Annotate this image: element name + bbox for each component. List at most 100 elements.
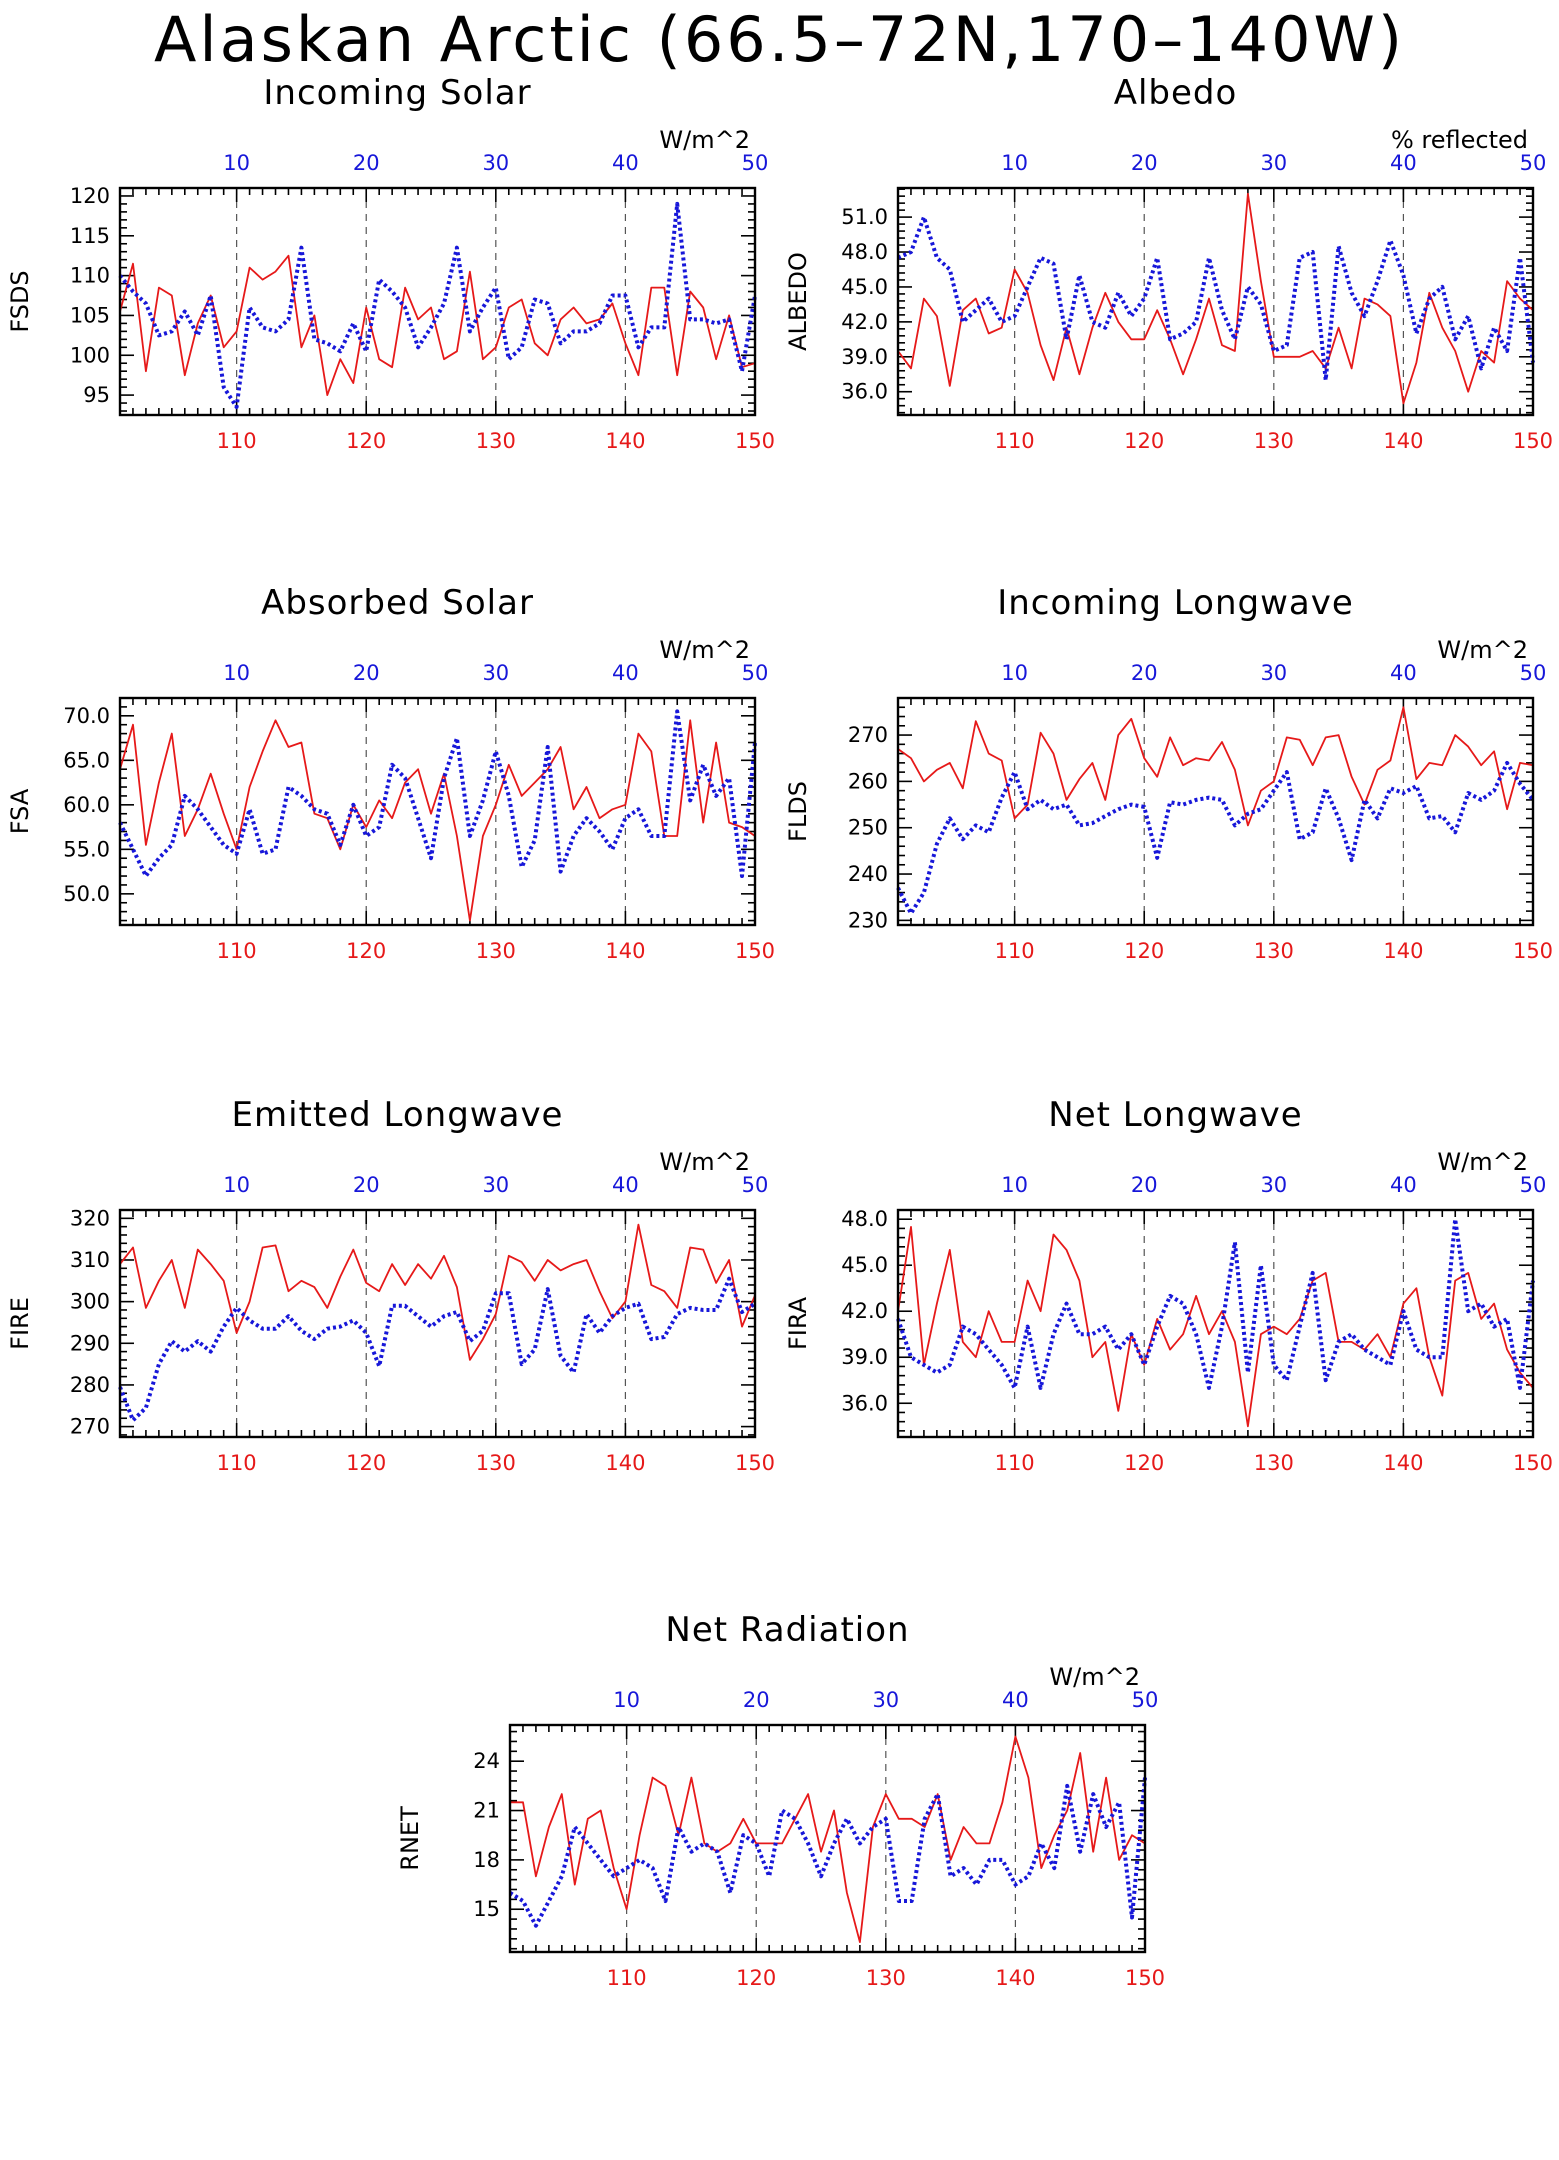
bottom-tick-label: 110 <box>607 1966 647 1990</box>
plot-frame <box>118 186 757 417</box>
y-tick-label: 45.0 <box>841 275 888 299</box>
y-tick-label: 65.0 <box>63 748 110 772</box>
series-line <box>897 192 1534 405</box>
series-red-solid <box>897 192 1534 405</box>
bottom-tick-label: 150 <box>1513 1451 1553 1475</box>
bottom-tick-label: 130 <box>1254 939 1294 963</box>
plot-frame <box>118 696 757 927</box>
top-tick-label: 40 <box>612 1173 639 1197</box>
y-tick-label: 300 <box>70 1290 110 1314</box>
y-tick-label: 70.0 <box>63 704 110 728</box>
y-tick-label: 95 <box>83 383 110 407</box>
top-tick-label: 10 <box>1001 1173 1028 1197</box>
bottom-tick-label: 120 <box>346 1451 386 1475</box>
chart-incoming-solar: Incoming Solar W/m^2 FSDS 95 100 105 110 115 120… <box>6 73 775 453</box>
top-tick-label: 20 <box>353 661 380 685</box>
series-red-solid <box>510 1735 1146 1944</box>
top-tick-label: 50 <box>742 1173 769 1197</box>
chart-absorbed-solar: Absorbed Solar W/m^2 FSA 50.0 55.0 60.0 65.0 70… <box>6 583 775 963</box>
top-tick-label: 10 <box>223 151 250 175</box>
bottom-tick-label: 140 <box>1383 1451 1423 1475</box>
y-tick-label: 39.0 <box>841 1345 888 1369</box>
top-tick-label: 20 <box>1131 1173 1158 1197</box>
series-line <box>118 1276 757 1423</box>
plot-frame <box>118 1208 757 1439</box>
top-tick-label: 40 <box>1390 661 1417 685</box>
series-blue-dotted <box>896 1217 1535 1390</box>
plot-frame <box>896 696 1535 927</box>
bottom-tick-label: 150 <box>735 1451 775 1475</box>
series-line <box>510 1735 1146 1944</box>
y-tick-label: 240 <box>848 862 888 886</box>
y-tick-label: 48.0 <box>841 240 888 264</box>
top-tick-label: 50 <box>742 151 769 175</box>
top-tick-label: 50 <box>1520 661 1547 685</box>
bottom-tick-label: 110 <box>995 1451 1035 1475</box>
bottom-tick-label: 150 <box>1125 1966 1165 1990</box>
series-blue-dotted <box>508 1777 1147 1928</box>
bottom-tick-label: 110 <box>217 429 257 453</box>
bottom-tick-label: 110 <box>217 1451 257 1475</box>
bottom-tick-label: 140 <box>605 1451 645 1475</box>
chart-emitted-longwave: Emitted Longwave W/m^2 FIRE 270 280 290 300 310… <box>6 1095 775 1475</box>
y-tick-label: 55.0 <box>63 837 110 861</box>
series-line <box>897 706 1534 827</box>
y-tick-label: 42.0 <box>841 310 888 334</box>
y-tick-label: 48.0 <box>841 1207 888 1231</box>
bottom-tick-label: 130 <box>476 429 516 453</box>
top-tick-label: 30 <box>482 1173 509 1197</box>
y-tick-label: 21 <box>473 1799 500 1823</box>
unit-label: W/m^2 <box>1437 636 1528 664</box>
bottom-tick-label: 130 <box>1254 1451 1294 1475</box>
unit-label: W/m^2 <box>659 126 750 154</box>
series-red-solid <box>119 1223 756 1361</box>
chart-title: Emitted Longwave <box>232 1095 564 1135</box>
bottom-tick-label: 140 <box>605 429 645 453</box>
bottom-tick-label: 120 <box>1124 1451 1164 1475</box>
y-tick-label: 270 <box>70 1415 110 1439</box>
bottom-tick-label: 110 <box>995 429 1035 453</box>
chart-title: Incoming Solar <box>263 73 531 113</box>
series-line <box>897 215 1535 383</box>
y-axis-label: FLDS <box>784 781 812 842</box>
series-line <box>119 1223 756 1361</box>
y-tick-label: 120 <box>70 184 110 208</box>
bottom-tick-label: 150 <box>735 939 775 963</box>
bottom-tick-label: 140 <box>1383 429 1423 453</box>
series-line <box>119 254 756 397</box>
top-tick-label: 20 <box>353 1173 380 1197</box>
bottom-tick-label: 120 <box>346 939 386 963</box>
unit-label: W/m^2 <box>1049 1663 1140 1691</box>
chart-title: Incoming Longwave <box>997 583 1354 623</box>
figure-title: Alaskan Arctic (66.5–72N,170–140W) <box>153 3 1406 76</box>
top-tick-label: 30 <box>872 1688 899 1712</box>
series-line <box>119 719 756 922</box>
unit-label: W/m^2 <box>659 1148 750 1176</box>
y-tick-label: 110 <box>70 264 110 288</box>
bottom-tick-label: 120 <box>1124 429 1164 453</box>
series-line <box>118 709 757 878</box>
y-axis-label: RNET <box>396 1806 424 1871</box>
top-tick-label: 10 <box>223 1173 250 1197</box>
top-tick-label: 40 <box>612 151 639 175</box>
chart-title: Net Longwave <box>1048 1095 1302 1135</box>
series-blue-dotted <box>118 1276 757 1423</box>
bottom-tick-label: 120 <box>736 1966 776 1990</box>
bottom-tick-label: 150 <box>735 429 775 453</box>
y-axis-label: FIRE <box>6 1297 34 1350</box>
plot-frame <box>896 186 1535 417</box>
y-tick-label: 310 <box>70 1248 110 1272</box>
y-tick-label: 50.0 <box>63 882 110 906</box>
top-tick-label: 50 <box>742 661 769 685</box>
unit-label: W/m^2 <box>1437 1148 1528 1176</box>
series-line <box>897 1226 1534 1428</box>
top-tick-label: 50 <box>1520 1173 1547 1197</box>
series-line <box>508 1777 1147 1928</box>
series-line <box>118 201 757 409</box>
top-tick-label: 20 <box>743 1688 770 1712</box>
top-tick-label: 30 <box>482 661 509 685</box>
y-tick-label: 270 <box>848 723 888 747</box>
top-tick-label: 40 <box>1390 1173 1417 1197</box>
top-tick-label: 20 <box>353 151 380 175</box>
series-red-solid <box>119 719 756 922</box>
